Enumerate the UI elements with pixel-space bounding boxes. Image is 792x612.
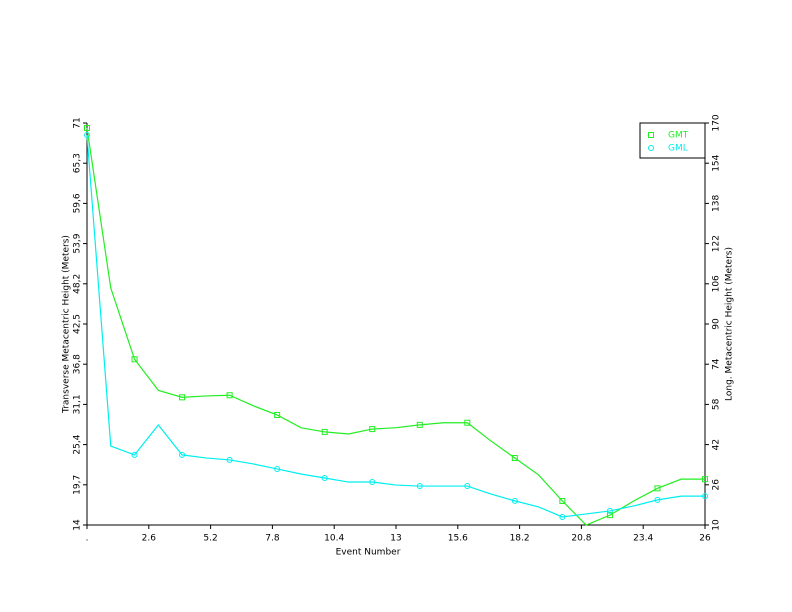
point-marker xyxy=(84,124,90,131)
point-marker xyxy=(606,507,613,514)
y2-tick-label: 26 xyxy=(712,479,722,491)
point-marker xyxy=(274,411,281,418)
point-marker xyxy=(654,485,661,492)
point-marker xyxy=(369,426,376,433)
point-marker xyxy=(464,483,471,490)
y-tick-label: 19,7 xyxy=(73,475,83,495)
x-tick-label: 26 xyxy=(699,534,711,544)
y2-axis-label: Long. Metacentric Height (Meters) xyxy=(725,247,735,401)
point-marker xyxy=(511,497,518,504)
legend-label: GML xyxy=(668,144,688,154)
point-marker xyxy=(464,419,471,426)
x-tick-label: 10.4 xyxy=(324,534,344,544)
point-marker xyxy=(702,493,708,500)
y-tick-label: 25,4 xyxy=(73,434,83,454)
y2-tick-label: 122 xyxy=(712,235,722,252)
legend-marker xyxy=(648,132,654,138)
point-marker xyxy=(179,451,186,458)
point-marker xyxy=(416,421,423,428)
y-tick-label: 53,9 xyxy=(73,233,83,253)
x-tick-label: 15.6 xyxy=(448,534,468,544)
x-tick-label: . xyxy=(86,534,89,544)
x-tick-label: 23.4 xyxy=(633,534,653,544)
y-tick-label: 31,1 xyxy=(73,394,83,414)
point-marker xyxy=(179,394,186,401)
legend-marker xyxy=(648,145,654,151)
point-marker xyxy=(274,465,281,472)
y-tick-label: 36,8 xyxy=(73,354,83,374)
point-marker xyxy=(226,392,233,399)
series-line xyxy=(86,127,705,526)
legend-box xyxy=(639,122,706,159)
y2-tick-label: 10 xyxy=(712,519,722,531)
y2-tick-label: 42 xyxy=(712,439,722,450)
point-marker xyxy=(131,451,138,458)
x-tick-label: 2.6 xyxy=(142,534,157,544)
y2-tick-label: 138 xyxy=(712,195,722,212)
point-marker xyxy=(606,512,613,519)
point-marker xyxy=(416,483,423,490)
point-marker xyxy=(131,356,138,363)
y2-tick-label: 154 xyxy=(712,154,722,171)
point-marker xyxy=(702,476,708,483)
legend-label: GMT xyxy=(668,131,689,141)
y2-tick-label: 58 xyxy=(712,398,722,410)
x-tick-label: 18.2 xyxy=(510,534,530,544)
point-marker xyxy=(321,428,328,435)
y-tick-label: 59,6 xyxy=(73,193,83,213)
point-marker xyxy=(84,132,90,139)
y-axis-label: Transverse Metacentric Height (Meters) xyxy=(62,235,72,414)
point-marker xyxy=(321,475,328,482)
x-tick-label: 13 xyxy=(390,534,401,544)
y-tick-label: 71 xyxy=(73,117,83,128)
y2-tick-label: 74 xyxy=(712,358,722,370)
x-tick-label: 20.8 xyxy=(571,534,591,544)
y2-tick-label: 90 xyxy=(712,318,722,330)
y-tick-label: 65,3 xyxy=(73,153,83,173)
x-tick-label: 5.2 xyxy=(203,534,217,544)
point-marker xyxy=(654,496,661,503)
point-marker xyxy=(226,456,233,463)
series-line xyxy=(86,135,705,518)
y-tick-label: 48,2 xyxy=(73,274,83,294)
y2-tick-label: 170 xyxy=(712,114,722,131)
y-tick-label: 14 xyxy=(73,519,83,531)
point-marker xyxy=(511,455,518,461)
point-marker xyxy=(559,498,566,505)
x-tick-label: 7.8 xyxy=(265,534,280,544)
y-tick-label: 42,5 xyxy=(73,314,83,334)
x-axis-label: Event Number xyxy=(336,548,401,558)
point-marker xyxy=(369,479,376,486)
point-marker xyxy=(559,513,566,520)
y2-tick-label: 106 xyxy=(712,275,722,292)
